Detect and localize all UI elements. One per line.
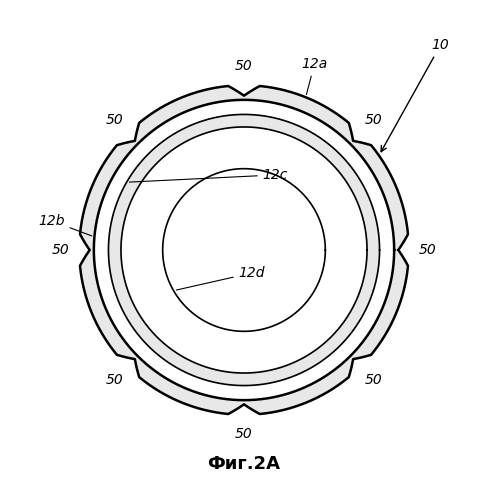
Text: 50: 50 bbox=[235, 426, 253, 440]
Polygon shape bbox=[80, 86, 408, 414]
Text: 12b: 12b bbox=[38, 214, 92, 236]
Text: 12c: 12c bbox=[129, 168, 288, 182]
Text: 12a: 12a bbox=[302, 56, 327, 94]
Text: Фиг.2A: Фиг.2A bbox=[207, 455, 281, 473]
Text: 10: 10 bbox=[381, 38, 449, 152]
Text: 50: 50 bbox=[365, 373, 383, 387]
Text: 12d: 12d bbox=[176, 266, 265, 290]
Text: 50: 50 bbox=[105, 113, 123, 127]
Text: 50: 50 bbox=[105, 373, 123, 387]
Polygon shape bbox=[108, 114, 380, 386]
Text: 50: 50 bbox=[365, 113, 383, 127]
Text: 50: 50 bbox=[419, 243, 436, 257]
Text: 50: 50 bbox=[235, 60, 253, 74]
Text: 50: 50 bbox=[52, 243, 69, 257]
